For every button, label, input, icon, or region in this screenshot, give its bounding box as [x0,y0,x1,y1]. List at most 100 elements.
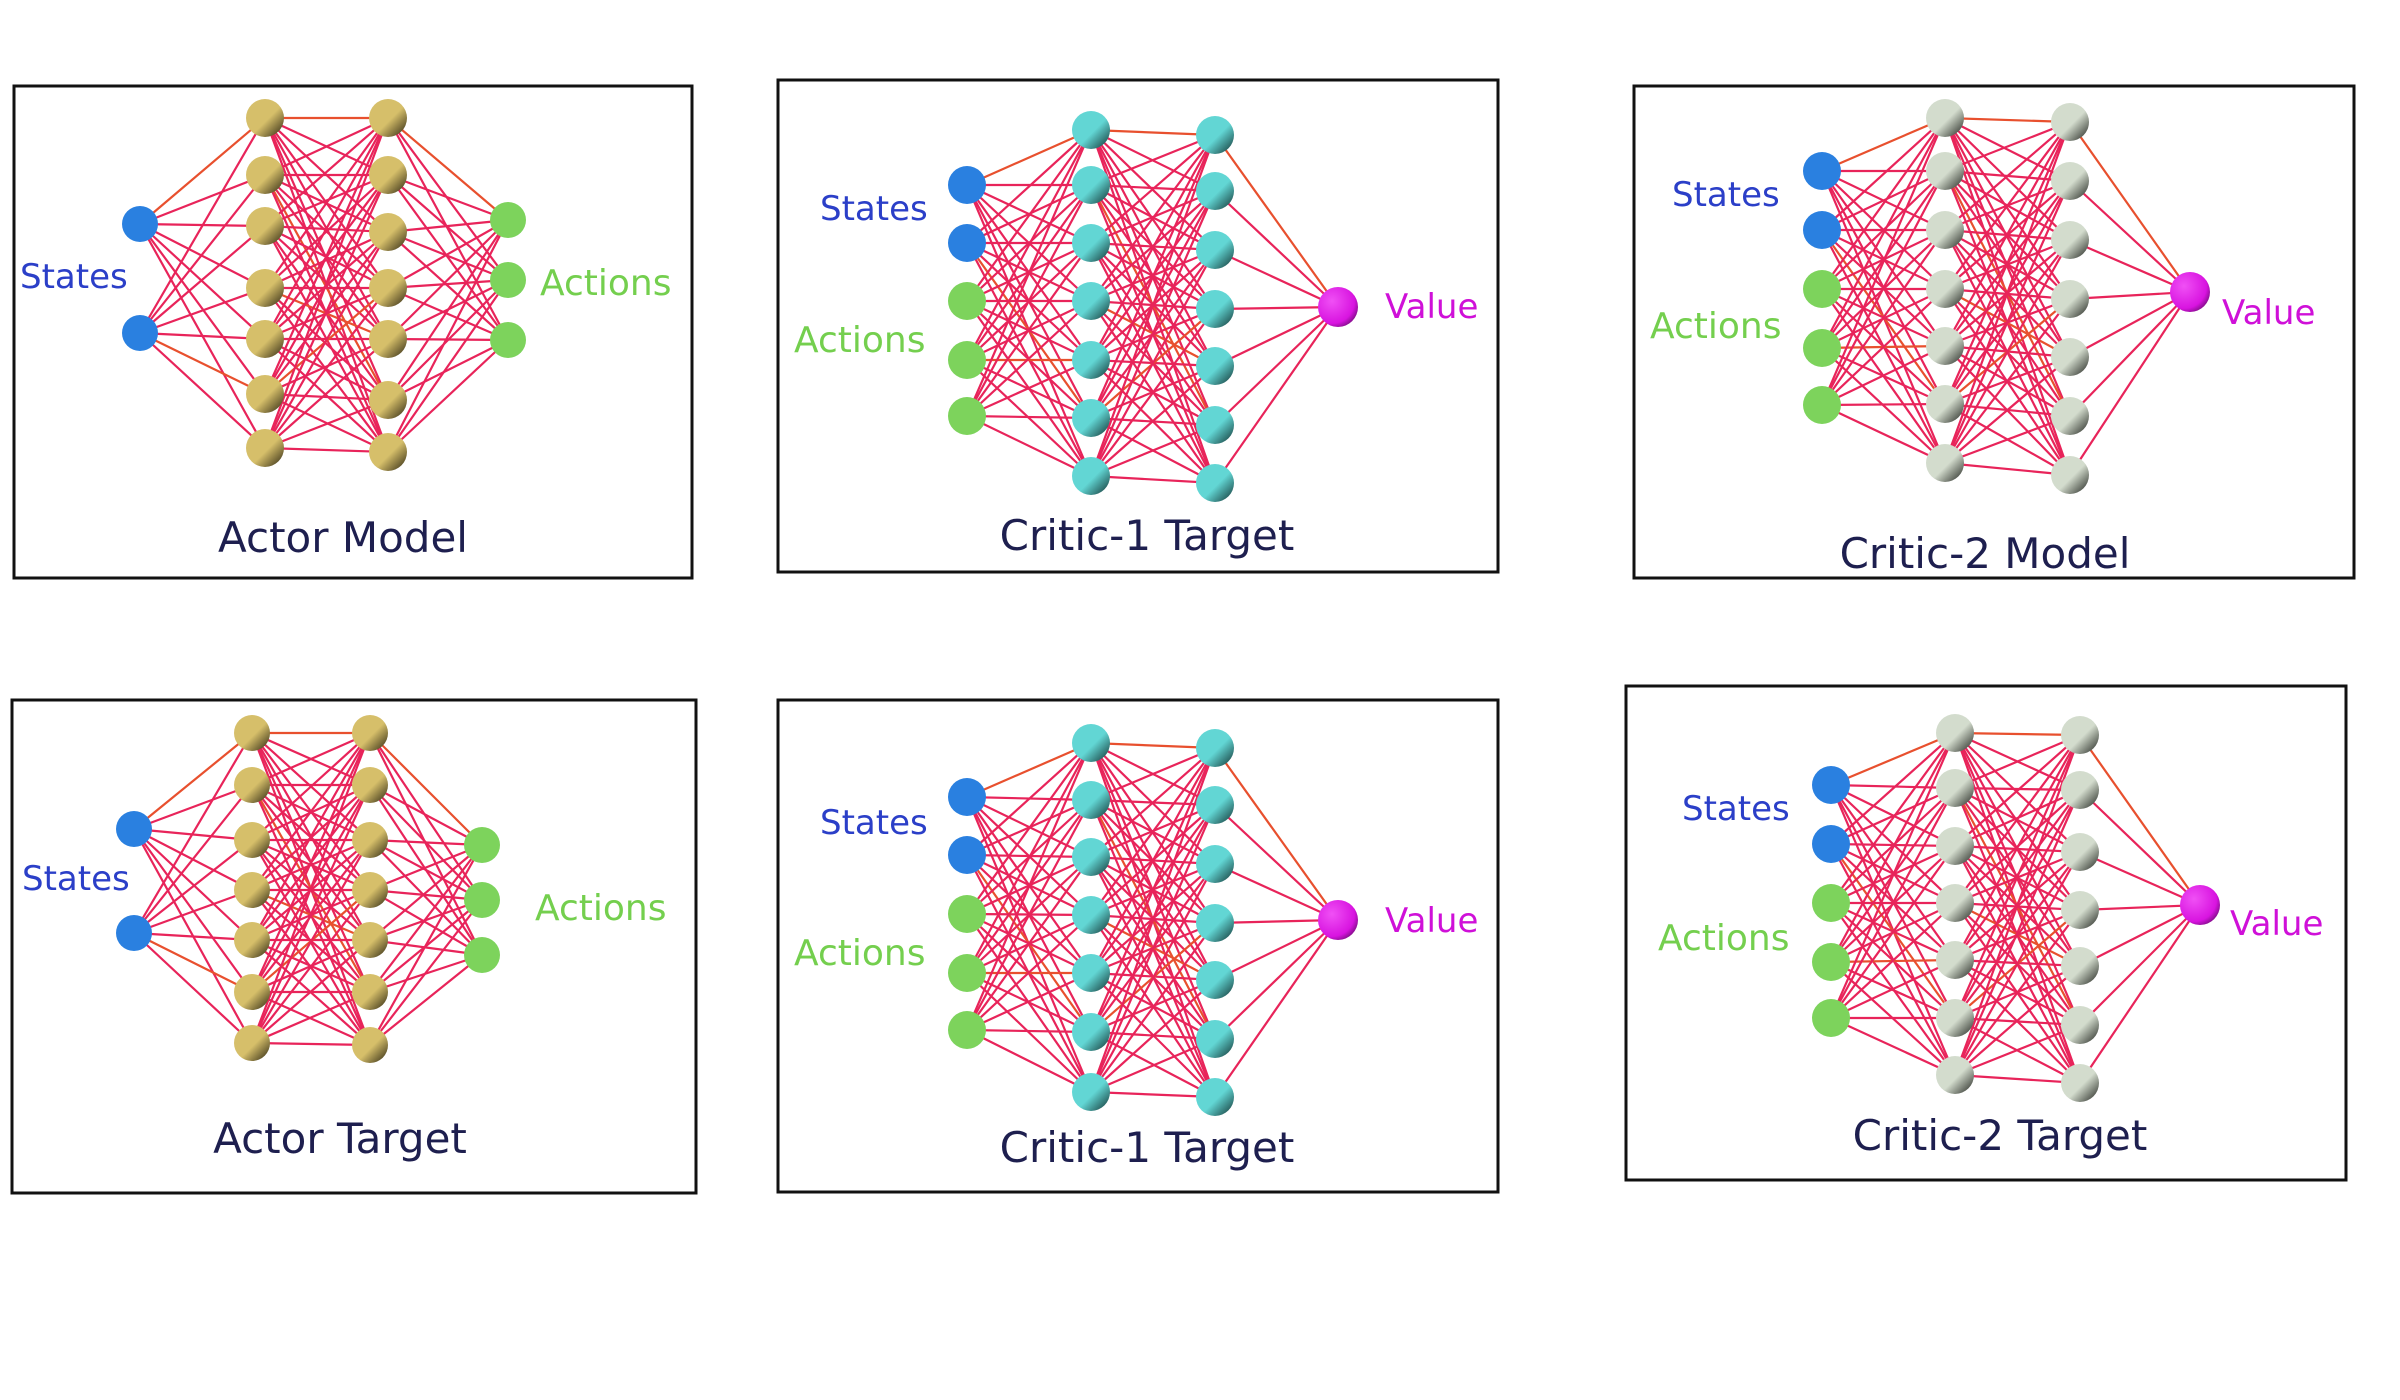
connection-line [386,218,510,341]
connection-line [965,128,1093,187]
hidden-node [1936,1056,1974,1094]
connection-line [1820,228,1947,407]
hidden-node [1072,111,1110,149]
connection-line [2078,850,2202,907]
hidden-node [1196,729,1234,767]
actions-label: Actions [794,320,926,361]
hidden-node [352,1027,388,1063]
neurons [948,724,1358,1116]
panel-critic-2-target: Critic-2 Target States Actions Value [1624,684,2348,1182]
hidden-node [1926,152,1964,190]
connection-line [368,888,484,957]
connection-line [965,183,1093,418]
connection-line [1943,461,2072,477]
state-node [1803,152,1841,190]
connection-line [263,173,390,450]
action-input-node [948,397,986,435]
connection-line [138,286,267,335]
hidden-node [2051,338,2089,376]
connection-line [1089,248,1217,478]
connection-line [1089,746,1217,802]
hidden-node [352,822,388,858]
connection-line [368,731,484,847]
hidden-node [369,433,407,471]
hidden-node [1196,786,1234,824]
action-output-node [464,882,500,918]
hidden-node [246,429,284,467]
hidden-node [2051,456,2089,494]
connection-line [1089,921,1217,1094]
connection-line [1943,116,2072,418]
connection-line [1953,850,2082,1077]
action-input-node [1812,943,1850,981]
panel-title: Critic-1 Target [1000,511,1295,560]
connection-line [386,218,510,454]
states-label: States [1672,175,1780,215]
connection-line [132,783,254,831]
connection-line [1953,733,2082,905]
hidden-node [1072,896,1110,934]
connection-line [250,888,372,1045]
hidden-node [1936,884,1974,922]
connection-line [1213,305,1340,485]
states-label: States [20,257,128,297]
hidden-node [1072,399,1110,437]
connection-line [1089,133,1217,420]
connection-line [1213,305,1340,311]
connection-line [1820,344,1947,407]
hidden-node [2061,833,2099,871]
panel-title: Critic-1 Target [1000,1123,1295,1172]
value-label: Value [1385,901,1478,941]
connection-line [1943,120,2072,232]
connection-line [138,173,267,335]
connection-line [1089,1090,1217,1099]
state-node [1812,825,1850,863]
hidden-node [1936,999,1974,1037]
hidden-node [352,922,388,958]
hidden-node [246,269,284,307]
connections [138,116,510,454]
connection-line [1089,746,1217,1034]
hidden-node [246,207,284,245]
panel-title: Actor Model [218,513,468,562]
connection-line [1089,746,1217,975]
connection-line [2078,903,2202,968]
connection-line [263,398,390,450]
action-input-node [948,282,986,320]
action-output-node [490,202,526,238]
connection-line [1943,120,2072,465]
connection-line [263,230,390,450]
connection-line [1943,179,2072,465]
connection-line [965,128,1093,245]
connection-line [1829,731,1957,964]
hidden-node [1926,385,1964,423]
connection-line [1213,918,1340,982]
connection-line [1829,731,1957,846]
connection-line [1213,918,1340,925]
hidden-node [1196,961,1234,999]
connection-line [368,898,484,1047]
hidden-node [234,822,270,858]
connection-line [386,173,510,222]
action-input-node [1812,999,1850,1037]
state-node [116,811,152,847]
action-input-node [948,341,986,379]
connection-line [263,116,390,228]
panel-title: Critic-2 Model [1840,529,2131,578]
hidden-node [1072,1013,1110,1051]
value-label: Value [1385,287,1478,327]
hidden-node [246,156,284,194]
connection-line [1089,746,1217,1094]
connection-line [386,173,510,282]
hidden-node [246,375,284,413]
connection-line [1820,403,1947,465]
connection-line [1213,862,1340,922]
hidden-node [352,872,388,908]
connection-line [1089,133,1217,245]
connection-line [386,278,510,454]
hidden-node [2061,716,2099,754]
connection-line [250,731,372,1045]
connection-line [386,116,510,342]
hidden-node [369,156,407,194]
